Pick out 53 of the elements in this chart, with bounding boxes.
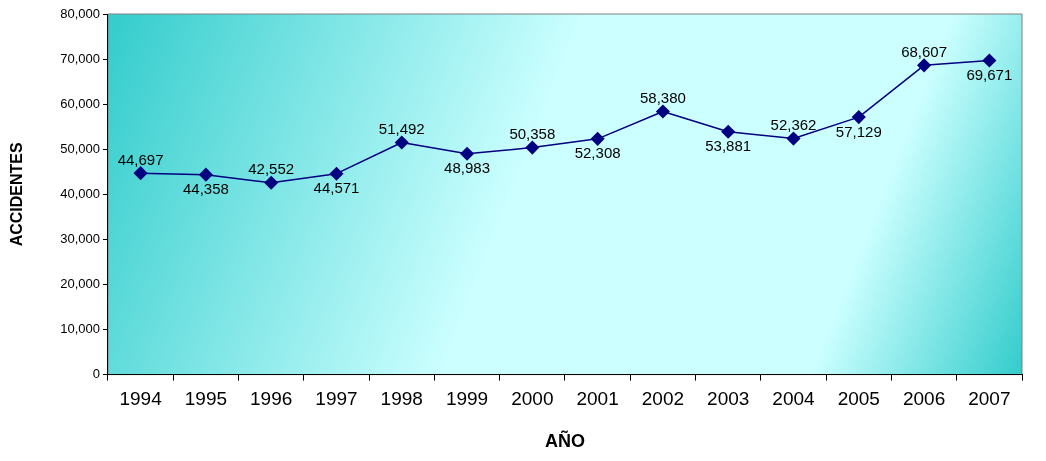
data-label: 48,983	[444, 159, 490, 177]
x-tick-label: 2007	[968, 388, 1011, 410]
data-label: 44,571	[313, 179, 360, 197]
y-tick-label: 70,000	[60, 50, 100, 66]
y-tick-label: 30,000	[60, 230, 100, 246]
x-tick-label: 2005	[837, 388, 880, 410]
point	[786, 131, 801, 146]
x-tick-label: 1997	[315, 388, 358, 410]
data-label: 42,552	[248, 160, 295, 178]
data-label: 68,607	[901, 42, 948, 60]
point	[264, 176, 278, 190]
x-tick-label: 2004	[772, 388, 816, 410]
point	[852, 110, 866, 124]
x-tick-label: 1999	[445, 388, 489, 410]
point	[199, 167, 213, 182]
x-tick-label: 1994	[119, 388, 163, 410]
data-label: 44,697	[117, 150, 164, 168]
data-label: 52,362	[770, 116, 817, 134]
data-label: 57,129	[835, 122, 882, 140]
x-tick-label: 2003	[707, 388, 750, 410]
y-axis-title: ACCIDENTES	[8, 141, 26, 247]
point	[721, 124, 735, 139]
y-tick-label: 80,000	[60, 5, 100, 21]
y-tick-label: 50,000	[60, 140, 100, 156]
point	[133, 166, 148, 180]
x-tick-label: 1996	[250, 388, 293, 410]
data-label: 50,358	[509, 125, 556, 143]
y-tick-label: 10,000	[60, 321, 100, 337]
point	[395, 135, 409, 150]
x-tick-label: 2002	[641, 388, 685, 410]
y-tick-label: 0	[92, 366, 100, 382]
point	[525, 140, 540, 155]
point	[460, 147, 474, 161]
data-label: 69,671	[966, 66, 1013, 84]
x-tick-label: 2006	[902, 388, 946, 410]
data-label: 58,380	[639, 89, 686, 107]
data-label: 44,358	[182, 180, 229, 198]
y-tick-label: 60,000	[60, 95, 100, 111]
point	[590, 132, 605, 146]
point	[982, 53, 997, 68]
y-tick-label: 20,000	[60, 276, 100, 292]
data-label: 53,881	[705, 137, 752, 155]
point	[917, 58, 931, 73]
point	[329, 166, 344, 181]
point	[656, 104, 670, 119]
x-tick-label: 1995	[184, 388, 228, 410]
y-tick-label: 40,000	[60, 185, 100, 201]
x-tick-label: 2000	[511, 388, 554, 410]
data-label: 51,492	[378, 120, 425, 138]
x-axis-title: AÑO	[544, 430, 585, 452]
x-tick-label: 1998	[380, 388, 423, 410]
data-label: 52,308	[574, 144, 621, 162]
x-tick-label: 2001	[576, 388, 619, 410]
